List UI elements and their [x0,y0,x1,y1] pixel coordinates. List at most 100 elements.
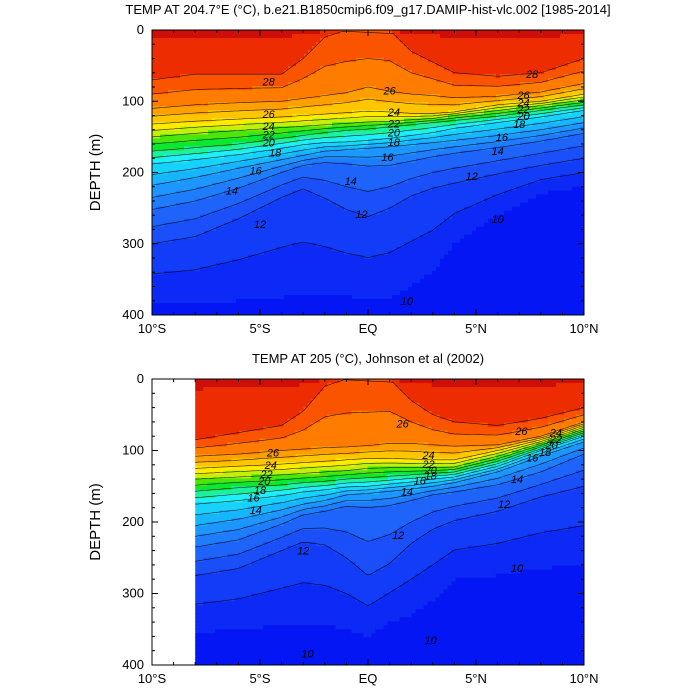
y-tick-label: 400 [122,307,144,322]
y-axis-label: DEPTH (m) [87,134,104,212]
x-tick-label: 5°S [249,321,270,336]
contour-label: 24 [387,107,400,119]
isotherm-14 [152,133,584,210]
isotherm-26 [152,83,584,109]
isotherm-24 [152,93,584,125]
contour-label: 14 [491,146,503,158]
contour-label: 24 [549,428,562,440]
chart-title: TEMP AT 204.7°E (°C), b.e21.B1850cmip6.f… [125,2,610,17]
y-axis-label: DEPTH (m) [87,483,104,561]
contour-label: 14 [250,505,262,517]
x-tick-label: EQ [359,671,378,686]
y-tick-label: 100 [122,443,144,458]
contour-label: 20 [387,128,401,140]
contour-label: 22 [259,469,272,481]
contour-label: 20 [257,476,271,488]
y-tick-label: 0 [137,22,144,37]
contour-label: 28 [525,69,539,81]
isotherm-26 [195,421,584,457]
isotherm-17 [152,116,584,175]
isotherm-18 [195,435,584,505]
x-tick-label: 10°S [138,671,167,686]
contour-label: 12 [297,546,309,558]
contour-label: 26 [266,448,280,460]
contour-label: 16 [381,152,394,164]
isotherm-20 [195,432,584,492]
contour-label: 16 [250,165,263,177]
contour-label: 10 [491,214,504,226]
contour-label: 14 [401,486,413,498]
isotherm-25 [152,88,584,117]
contour-label: 24 [264,460,277,472]
chart-title: TEMP AT 205 (°C), Johnson et al (2002) [252,351,484,366]
isotherm-21 [152,102,584,145]
contour-label: 18 [513,119,526,131]
y-ticks: 0 100 200 300 400 [122,22,584,322]
contour-label: 12 [392,530,404,542]
contour-label: 12 [466,171,478,183]
y-tick-label: 300 [122,586,144,601]
contour-label: 26 [382,86,396,98]
x-tick-label: 5°N [465,671,487,686]
isotherm-14 [195,453,584,548]
contour-label: 20 [261,138,275,150]
isotherm-12 [195,485,584,576]
isotherm-28 [195,379,584,441]
contour-label: 12 [254,219,266,231]
isotherm-23 [195,427,584,474]
panel-observed: 2626262424242222222020201818181616161414… [87,351,599,686]
contour-label: 28 [261,76,275,88]
x-tick-label: 10°S [138,321,167,336]
contour-label: 10 [301,649,314,661]
contour-label: 26 [514,426,528,438]
isotherm-24 [195,425,584,469]
contour-labels: 2626262424242222222020201818181616161414… [247,418,562,660]
isotherm-27 [195,410,584,449]
contour-label: 24 [421,450,434,462]
isotherm-11 [152,172,584,275]
isotherm-25 [195,423,584,463]
y-ticks: 0 100 200 300 400 [122,371,584,672]
contour-label: 22 [516,104,529,116]
contour-label: 24 [261,121,274,133]
y-tick-label: 200 [122,165,144,180]
contour-label: 20 [423,465,437,477]
isotherm-20 [152,104,584,152]
isotherm-19 [195,434,584,498]
panel-model: 2828262626242424222222202020181818161616… [87,2,611,336]
contour-label: 10 [511,563,524,575]
contour-label: 22 [549,434,562,446]
x-tick-label: 5°S [249,671,270,686]
x-tick-label: EQ [359,321,378,336]
y-tick-label: 400 [122,657,144,672]
isotherm-17 [195,438,584,516]
isotherm-27 [152,58,584,95]
contour-label: 12 [355,209,367,221]
isotherm-23 [152,96,584,131]
isotherm-21 [195,430,584,486]
contour-label: 22 [421,459,434,471]
contour-label: 20 [516,111,530,123]
contour-label: 26 [261,109,275,121]
contour-label: 18 [388,137,401,149]
isotherm-12 [152,157,584,244]
x-tick-label: 10°N [569,321,598,336]
contour-label: 16 [526,453,539,465]
isotherm-15 [152,127,584,198]
isotherm-13 [195,469,584,562]
contour-label: 14 [345,176,357,188]
isotherm-19 [152,107,584,158]
isotherm-16 [152,122,584,186]
contour-label: 18 [424,471,437,483]
y-tick-label: 0 [137,371,144,386]
x-tick-label: 10°N [569,671,598,686]
y-tick-label: 100 [122,93,144,108]
contour-label: 10 [401,296,414,308]
contour-label: 26 [516,90,530,102]
x-tick-label: 5°N [465,321,487,336]
contour-labels: 2828262626242424222222202020181818161616… [226,69,539,308]
contour-lines [152,30,584,275]
contour-field [195,379,584,665]
contour-lines [195,379,584,606]
